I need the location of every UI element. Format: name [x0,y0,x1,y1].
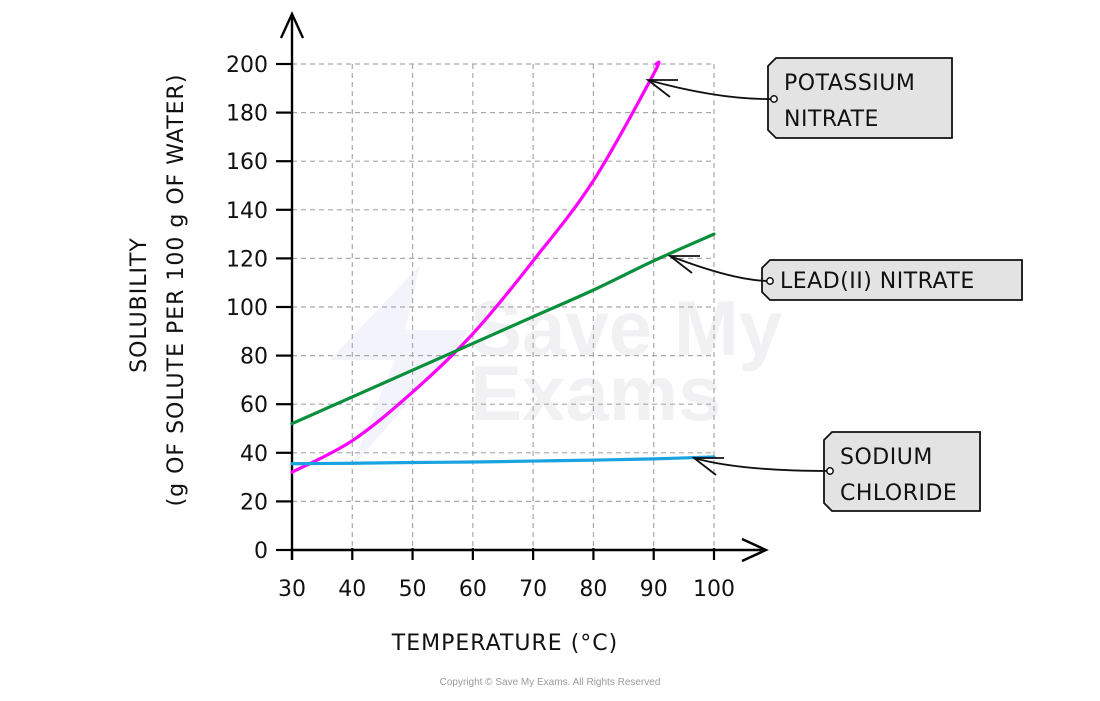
tag-pin-icon [766,277,774,285]
arrow-head-icon [667,255,700,274]
watermark: Save My Exams [330,265,782,470]
chart-grid [292,63,715,550]
arrow-head-icon [691,457,724,476]
tag-label: SODIUM [840,445,933,470]
series-line-potassium-nitrate [290,60,661,474]
tag-label: POTASSIUM [784,71,915,96]
x-tick-label: 80 [579,577,607,602]
axis-ticks: 30 40 50 60 70 80 90 100 0 20 40 60 80 100 120 140 160 18… [226,53,735,602]
tag-shape [761,259,1023,301]
series-tag-3: SODIUM CHLORIDE [691,431,981,512]
x-axis-arrow-icon [741,537,769,563]
tag-shape [823,431,981,512]
y-tick-label: 20 [240,490,268,515]
series-tag-1: POTASSIUM NITRATE [645,57,953,139]
copyright-notice: Copyright © Save My Exams. All Rights Re… [439,677,661,688]
watermark-text-2: Exams [470,349,722,437]
x-tick-label: 60 [459,577,487,602]
tag-pin-icon [770,95,778,103]
x-tick-label: 70 [519,577,547,602]
tag-label: CHLORIDE [840,481,957,506]
y-tick-label: 160 [226,150,268,175]
y-tick-label: 0 [254,539,268,564]
tag-pin-icon [826,467,834,475]
x-tick-label: 100 [693,577,735,602]
y-tick-label: 100 [226,296,268,321]
tag-shape [767,57,953,139]
x-tick-label: 30 [278,577,306,602]
y-tick-label: 80 [240,345,268,370]
watermark-text-1: Save My [470,284,782,372]
y-tick-label: 140 [226,199,268,224]
watermark-logo-icon [330,265,470,470]
tag-connector [647,79,775,100]
tag-label: NITRATE [784,107,879,132]
x-axis-title: TEMPERATURE (°C) [391,631,618,656]
tag-connector [693,457,831,472]
y-axis-subtitle: (g OF SOLUTE PER 100 g OF WATER) [164,74,189,507]
series-labels: POTASSIUM NITRATE LEAD(II) NITRATE SODIUM CH… [645,57,1023,512]
x-tick-label: 90 [640,577,668,602]
arrow-head-icon [645,79,678,98]
series-tag-2: LEAD(II) NITRATE [667,255,1023,301]
y-axis-title: SOLUBILITY [127,237,152,373]
y-tick-label: 180 [226,102,268,127]
series-line-sodium-chloride [290,455,716,466]
y-tick-label: 200 [226,53,268,78]
y-tick-label: 60 [240,393,268,418]
x-tick-label: 40 [338,577,366,602]
y-tick-label: 120 [226,247,268,272]
tag-connector [669,255,771,282]
data-series [290,60,716,474]
chart-axes [279,11,769,563]
series-line-lead-ii-nitrate [290,232,716,426]
x-tick-label: 50 [399,577,427,602]
y-axis-arrow-icon [279,11,305,39]
y-tick-label: 40 [240,442,268,467]
tag-label: LEAD(II) NITRATE [780,269,975,294]
